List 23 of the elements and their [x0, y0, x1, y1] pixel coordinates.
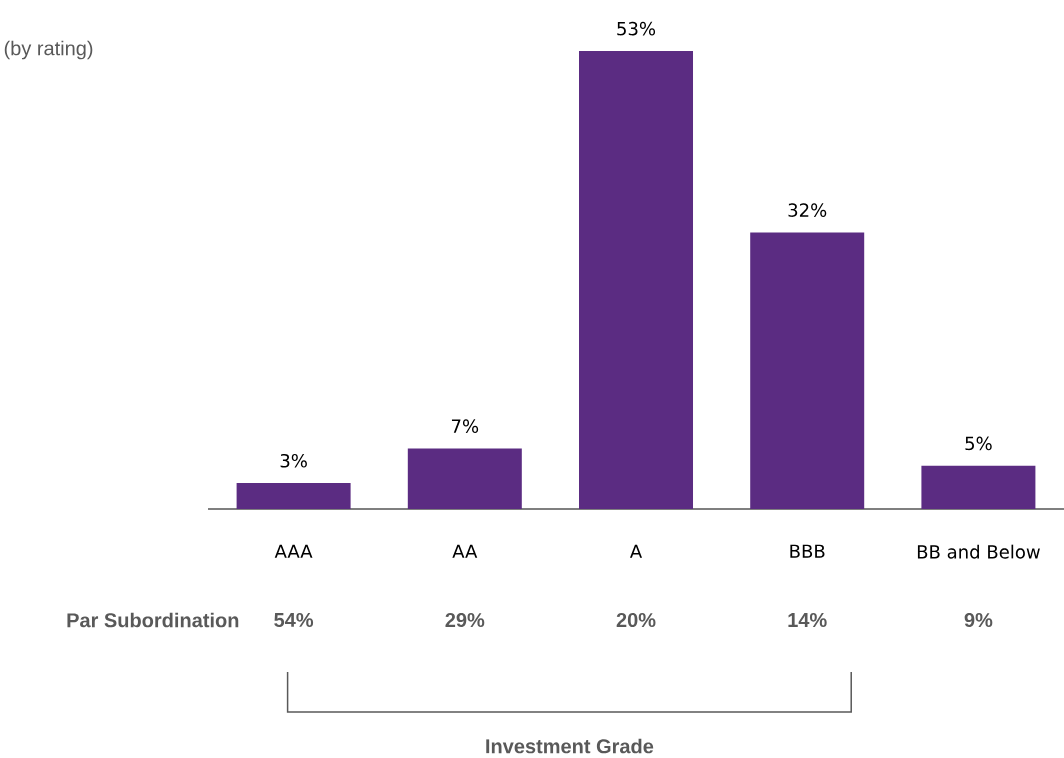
bar: [921, 465, 1036, 509]
text: 29%: [445, 612, 485, 628]
data-label: 53%: [617, 21, 656, 36]
data-label: 3%: [280, 453, 307, 468]
x-tick-label: BBB: [790, 544, 825, 558]
x-tick-label: AA: [452, 544, 478, 558]
bar: [579, 51, 694, 509]
bar: [407, 448, 522, 509]
bar: [236, 483, 351, 509]
text: Investment Grade: [486, 738, 654, 754]
text: 14%: [788, 612, 827, 628]
text: Par Subordination: [67, 612, 239, 628]
text: 20%: [616, 612, 656, 628]
x-tick-label: BB and Below: [917, 544, 1040, 559]
data-label: 7%: [451, 419, 479, 433]
x-tick-label: AAA: [274, 544, 313, 558]
bar: [750, 232, 865, 509]
data-label: 5%: [965, 436, 992, 451]
data-label: 32%: [788, 203, 827, 217]
x-tick-label: A: [629, 544, 643, 558]
text: 54%: [274, 612, 314, 628]
text: 9%: [964, 612, 993, 628]
text: (by rating): [4, 40, 93, 60]
